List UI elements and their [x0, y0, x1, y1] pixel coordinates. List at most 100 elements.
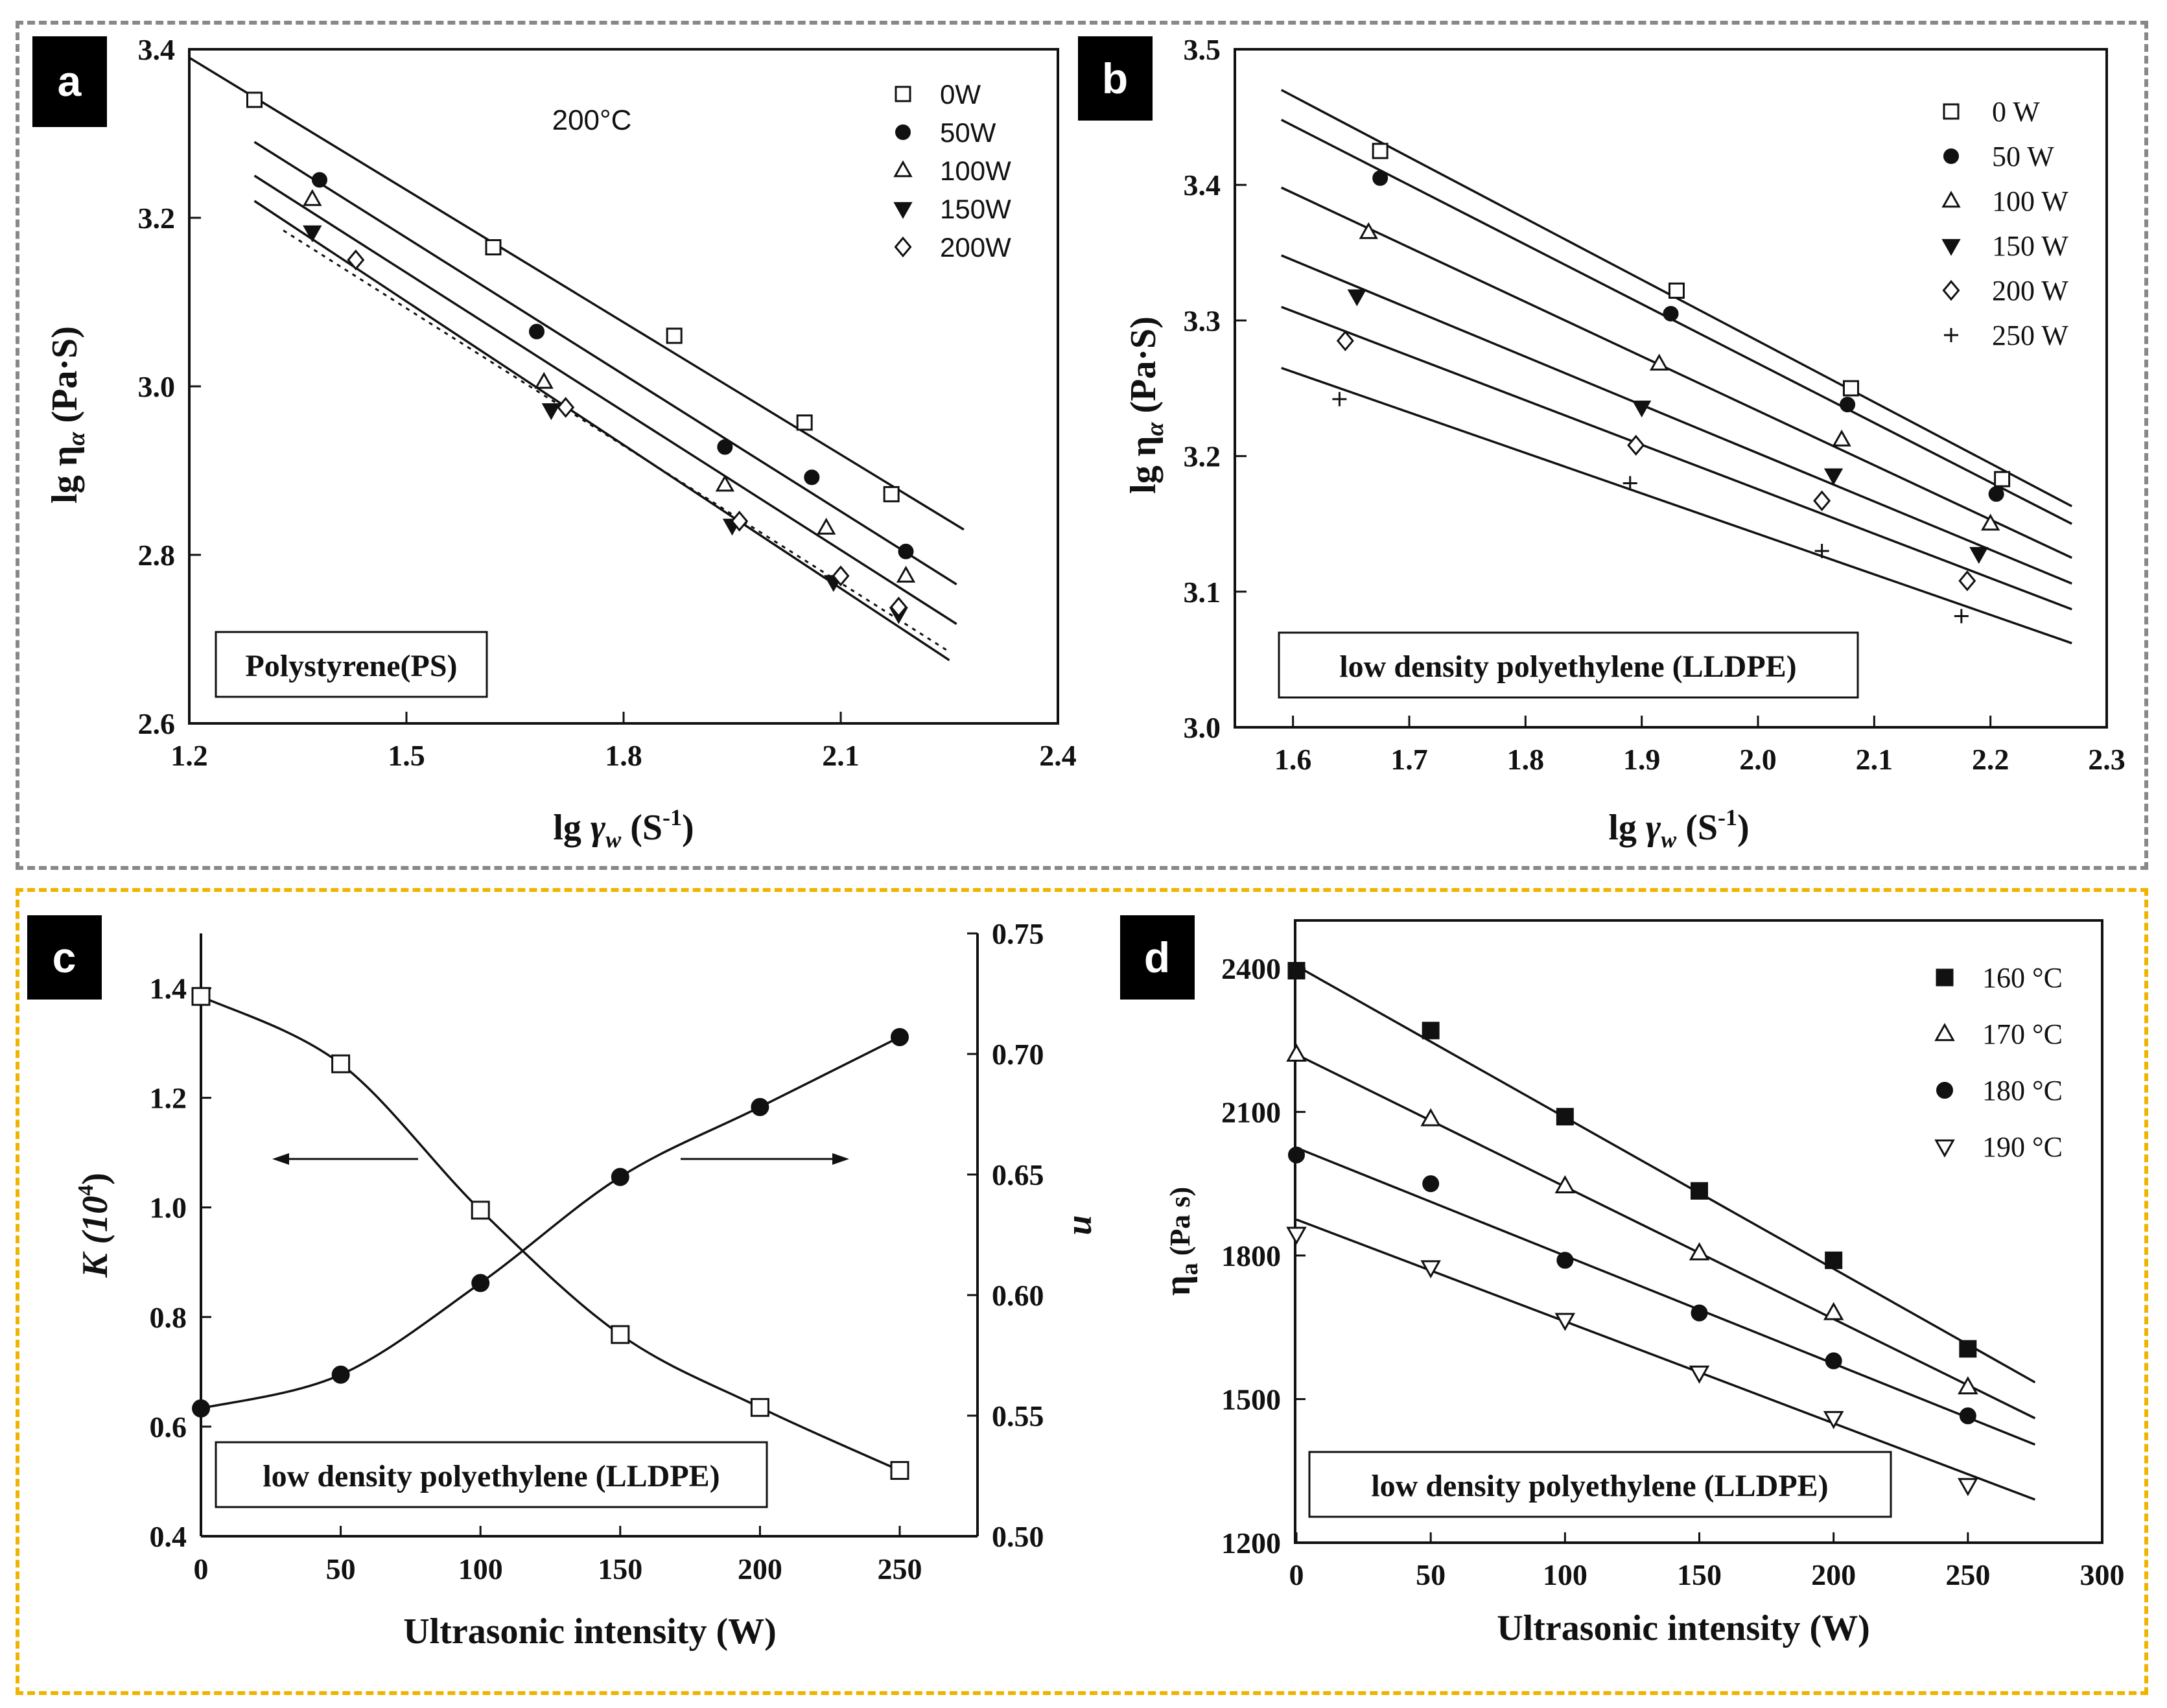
data-point — [1691, 1304, 1708, 1322]
x-tick-label: 2.1 — [822, 739, 860, 772]
data-point — [1372, 143, 1388, 159]
x-tick-label: 2.2 — [1972, 743, 2009, 776]
data-point — [1288, 1146, 1305, 1164]
fit-line — [253, 200, 950, 661]
y-tick-label: 0.6 — [150, 1410, 187, 1444]
data-point — [751, 1097, 769, 1116]
x-tick-label: 1.5 — [388, 739, 425, 772]
data-point — [541, 403, 561, 421]
x-tick-label: 250 — [1945, 1558, 1990, 1591]
y-tick-label: 0.75 — [992, 917, 1044, 950]
panel-letter: d — [1144, 933, 1170, 981]
fit-line — [1296, 1218, 2036, 1501]
material-label-box — [215, 631, 488, 698]
y-tick-label: 1800 — [1221, 1239, 1281, 1272]
legend-label: 160 °C — [1982, 962, 2063, 994]
data-point — [246, 91, 263, 108]
legend-marker — [1944, 328, 1958, 342]
y-tick-label: 0.60 — [992, 1279, 1044, 1312]
right-axis-label: u — [1059, 1215, 1099, 1235]
y-tick-label: 3.2 — [1184, 440, 1221, 473]
x-tick-label: 2.0 — [1739, 743, 1777, 776]
data-point — [1958, 570, 1976, 592]
x-tick-label: 2.3 — [2088, 743, 2126, 776]
x-axis-label: Ultrasonic intensity (W) — [403, 1611, 777, 1652]
fit-curves — [200, 995, 900, 1472]
data-point — [1422, 1175, 1440, 1193]
x-tick-label: 200 — [1811, 1558, 1856, 1591]
data-point — [816, 517, 836, 535]
data-point — [1823, 1302, 1844, 1320]
fit-line — [1280, 119, 2072, 525]
data-point — [1959, 1340, 1977, 1358]
legend-marker — [895, 124, 911, 140]
fit-line — [283, 229, 950, 653]
y-tick-label: 1200 — [1221, 1527, 1281, 1560]
data-point — [1959, 1407, 1976, 1425]
material-label: low density polyethylene (LLDPE) — [1371, 1469, 1828, 1503]
legend-marker — [893, 202, 913, 219]
data-point — [1691, 1182, 1708, 1200]
data-point — [529, 323, 545, 340]
x-tick-label: 1.6 — [1274, 743, 1312, 776]
legend: 160 °C 170 °C 180 °C 190 °C — [1934, 962, 2063, 1163]
data-point — [1813, 490, 1831, 511]
data-point — [883, 485, 900, 502]
y-tick-label: 0.55 — [992, 1399, 1044, 1433]
series-curve-u — [200, 1036, 900, 1410]
data-point — [1823, 1410, 1844, 1429]
legend-marker — [1934, 1139, 1955, 1158]
legend-label: 190 °C — [1982, 1131, 2063, 1163]
material-label: Polystyrene(PS) — [245, 649, 457, 683]
legend-label: 200 W — [1992, 275, 2068, 307]
data-point — [731, 510, 749, 532]
panel-letter-box — [1078, 36, 1153, 121]
y-tick-label: 0.65 — [992, 1158, 1044, 1191]
x-tick-label: 100 — [458, 1552, 503, 1585]
data-point — [890, 1461, 909, 1480]
data-point — [896, 565, 916, 583]
fit-line — [1296, 965, 2036, 1384]
x-tick-label: 1.8 — [1507, 743, 1545, 776]
legend-label: 250 W — [1992, 320, 2068, 351]
x-tick-label: 50 — [326, 1552, 356, 1585]
x-tick-label: 100 — [1543, 1558, 1587, 1591]
y-axis-label: lg ηα (Pa·S) — [45, 326, 90, 504]
plot-frame — [188, 48, 1059, 725]
y-tick-label: 1.0 — [150, 1191, 187, 1224]
y-tick-label: 3.5 — [1184, 33, 1221, 66]
fit-line — [1296, 1053, 2036, 1420]
data-point — [312, 172, 327, 188]
data-point — [1420, 1260, 1441, 1279]
panel-letter: a — [58, 57, 82, 105]
data-point — [303, 225, 322, 242]
legend-marker — [1941, 191, 1961, 208]
x-axis-label: Ultrasonic intensity (W) — [1497, 1608, 1870, 1648]
legend-marker — [1936, 968, 1954, 987]
axis-ticks: 1.2 1.5 1.8 2.1 2.4 2.6 2.8 3.0 3.2 3.4 — [138, 33, 1077, 772]
data-markers — [246, 91, 916, 624]
data-point — [715, 474, 735, 492]
y-tick-label: 2400 — [1221, 952, 1281, 985]
data-point — [891, 1027, 909, 1046]
legend-label: 0W — [940, 79, 981, 110]
x-tick-label: 150 — [598, 1552, 642, 1585]
material-label-box — [1308, 1451, 1892, 1518]
legend-label: 170 °C — [1982, 1018, 2063, 1050]
data-point — [1663, 305, 1679, 322]
data-point — [192, 1399, 210, 1418]
data-point — [750, 1398, 769, 1417]
data-point — [1286, 1226, 1307, 1245]
y-tick-label: 0.4 — [150, 1520, 187, 1553]
legend-label: 0 W — [1992, 96, 2040, 128]
material-label-box — [1278, 631, 1859, 699]
x-tick-label: 50 — [1416, 1558, 1446, 1591]
left-arrow — [272, 1153, 418, 1165]
data-point — [666, 327, 683, 344]
data-point — [1286, 1043, 1307, 1062]
y-tick-label: 1500 — [1221, 1383, 1281, 1416]
data-point — [1958, 1478, 1978, 1497]
x-tick-label: 2.1 — [1856, 743, 1893, 776]
data-point — [1372, 170, 1388, 186]
